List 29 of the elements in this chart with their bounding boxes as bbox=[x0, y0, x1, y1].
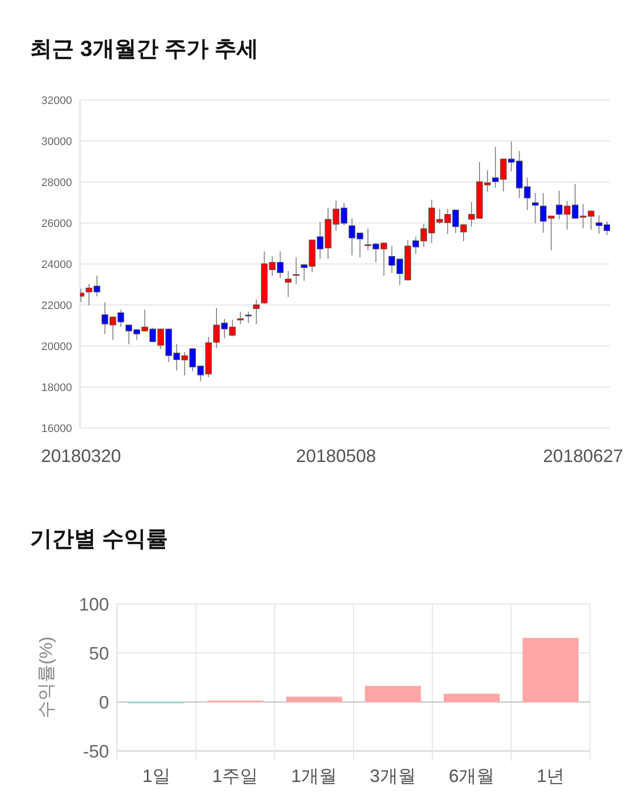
chart-title: 기간별 수익률 bbox=[30, 526, 168, 551]
bar bbox=[364, 686, 421, 702]
chart-title: 최근 3개월간 주가 추세 bbox=[30, 36, 259, 61]
x-tick-label: 1일 bbox=[142, 766, 170, 786]
x-tick-label: 20180320 bbox=[40, 446, 122, 466]
x-tick-label: 20180627 bbox=[543, 446, 624, 466]
y-axis-title: 수익률(%) bbox=[36, 636, 56, 718]
bar bbox=[522, 638, 579, 702]
y-tick-label: 16000 bbox=[41, 422, 72, 435]
y-tick-label: 28000 bbox=[41, 176, 72, 189]
x-tick-label: 1년 bbox=[536, 766, 565, 786]
x-tick-label: 3개월 bbox=[370, 766, 416, 786]
y-tick-label: 18000 bbox=[41, 382, 72, 394]
bar bbox=[444, 694, 500, 702]
y-tick-label: 26000 bbox=[41, 218, 72, 230]
x-tick-label: 1주일 bbox=[212, 766, 258, 786]
bar bbox=[286, 696, 342, 702]
y-tick-label: 30000 bbox=[41, 136, 72, 148]
y-tick-label: 0 bbox=[98, 692, 109, 712]
y-tick-label: -50 bbox=[82, 741, 109, 762]
y-tick-label: 24000 bbox=[41, 258, 72, 271]
y-tick-label: 100 bbox=[78, 594, 109, 614]
x-tick-label: 6개월 bbox=[448, 766, 495, 786]
x-tick-label: 20180508 bbox=[296, 446, 376, 466]
y-tick-label: 32000 bbox=[41, 94, 72, 107]
x-tick-label: 1개월 bbox=[291, 766, 338, 786]
y-tick-label: 50 bbox=[88, 643, 109, 664]
y-tick-label: 22000 bbox=[41, 300, 72, 312]
y-tick-label: 20000 bbox=[41, 340, 72, 353]
